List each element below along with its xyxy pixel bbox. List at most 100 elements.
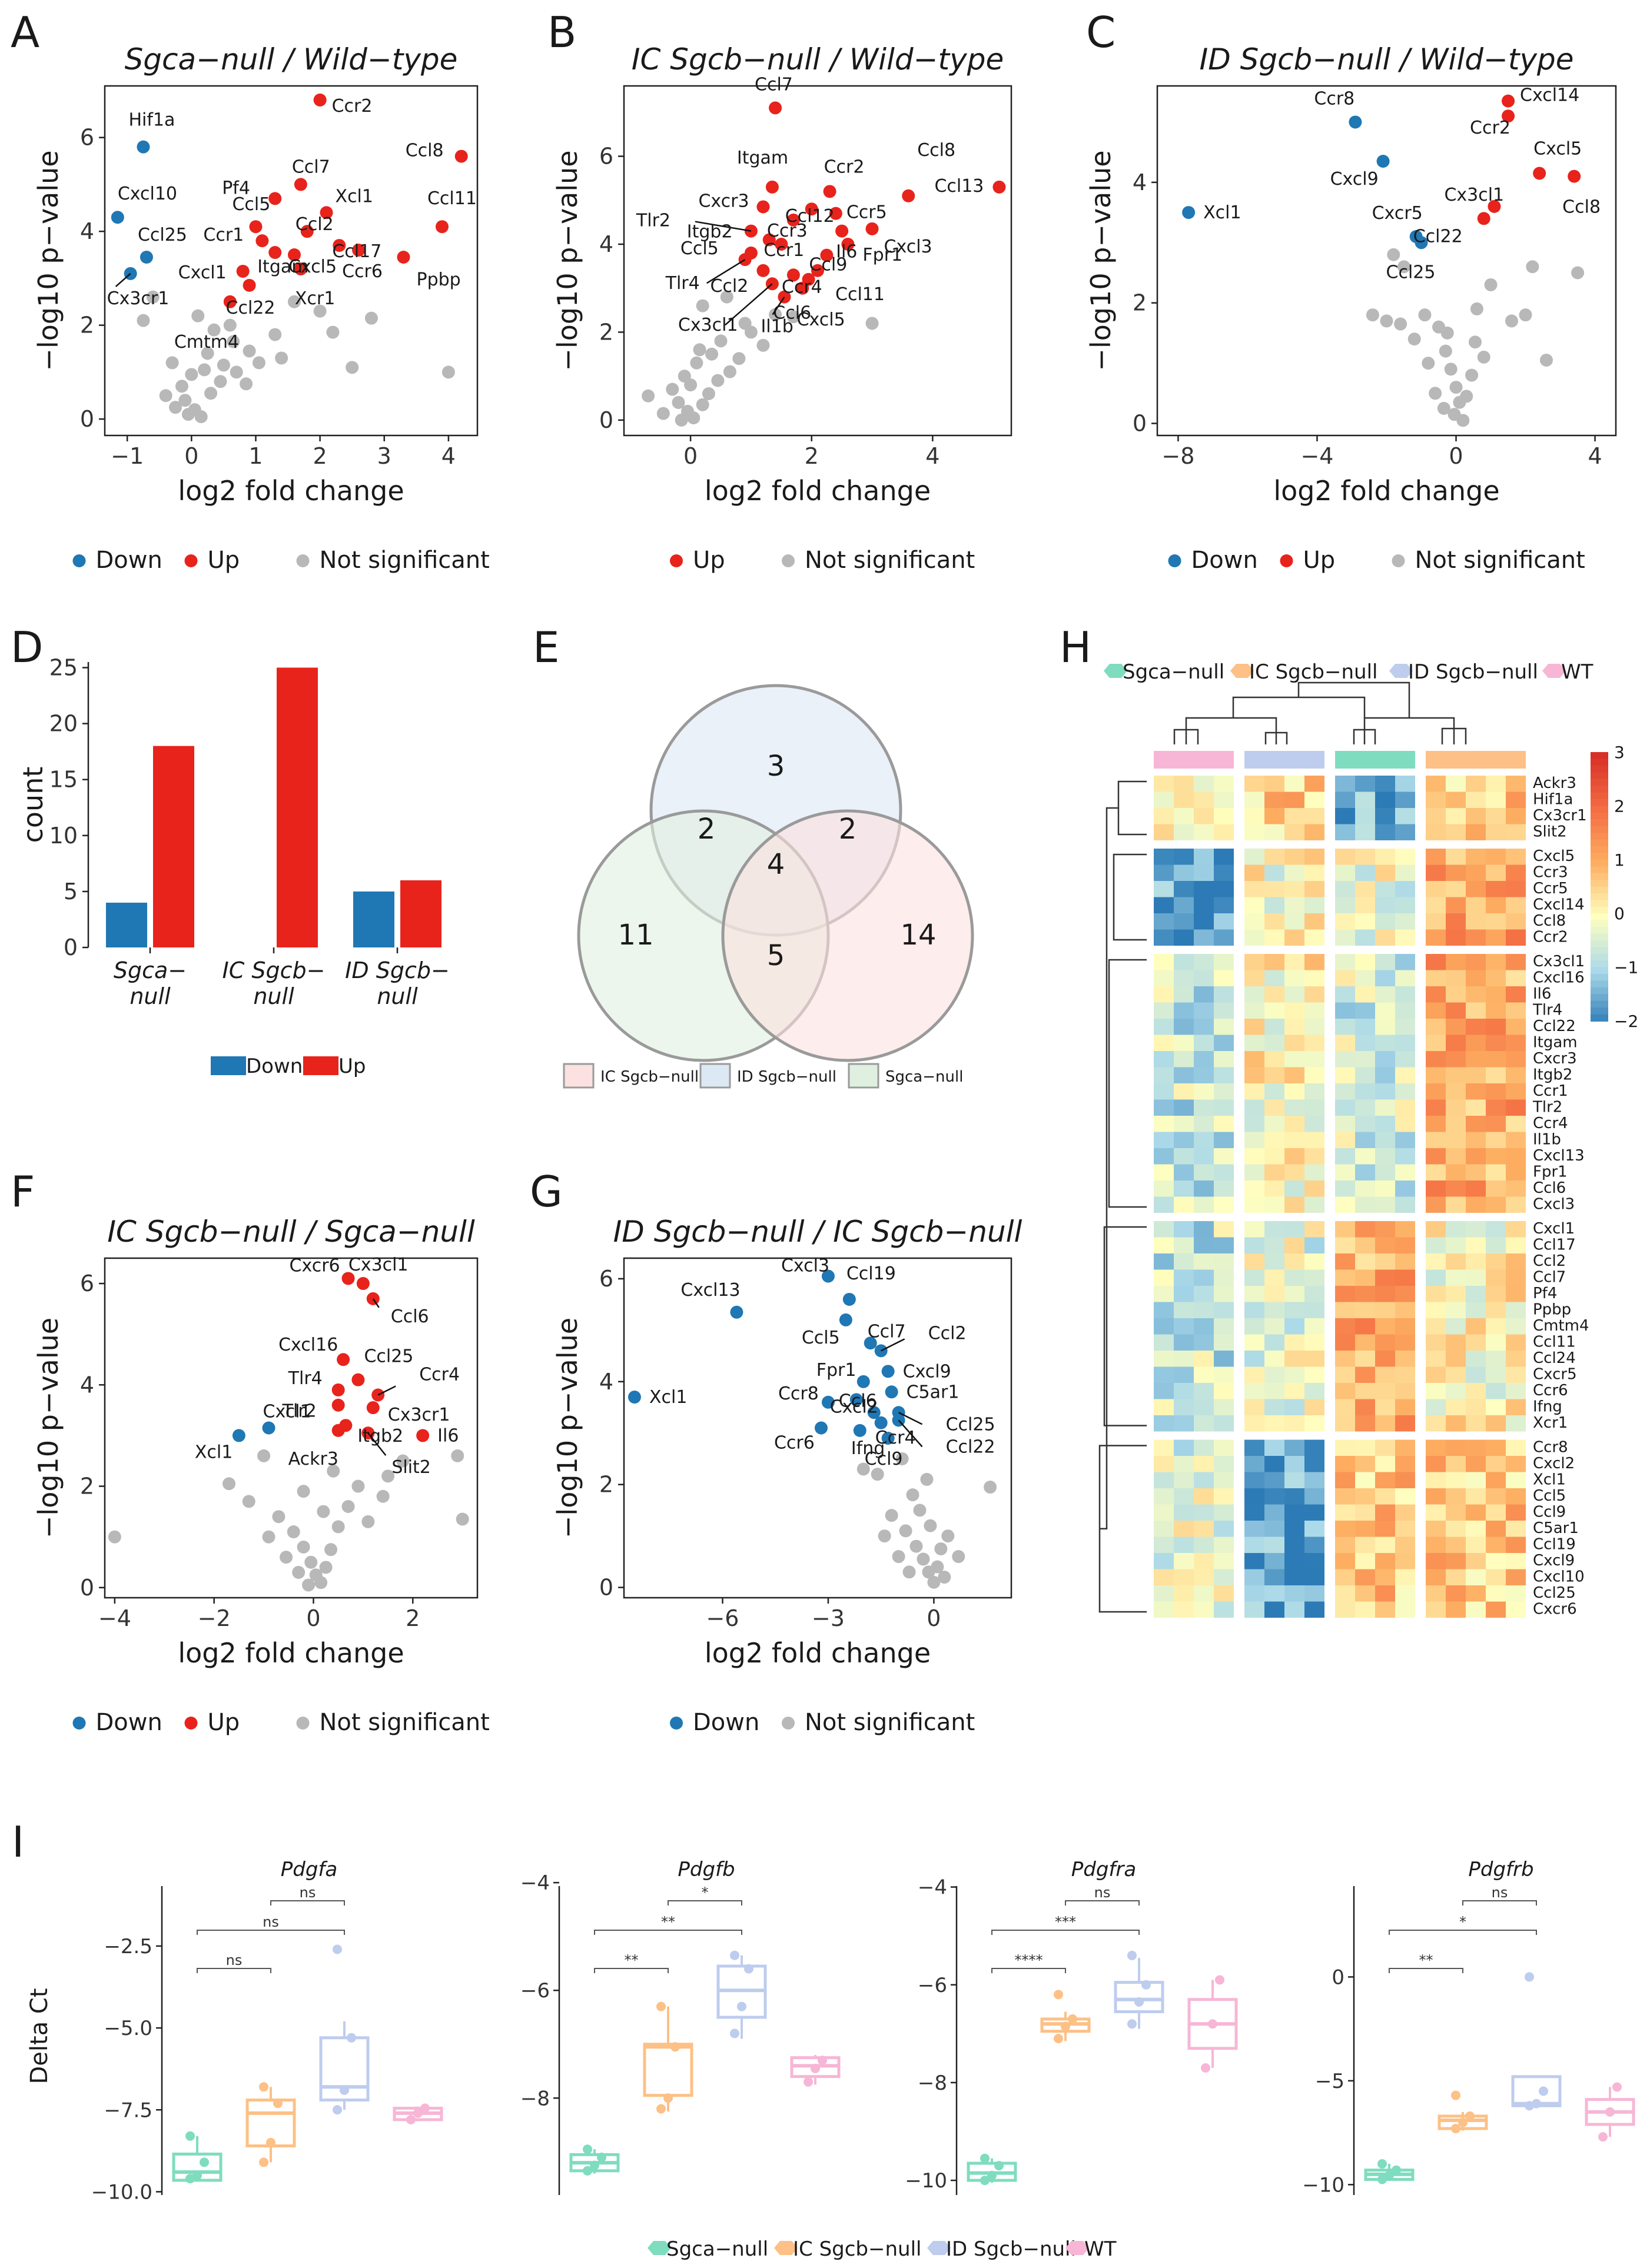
heatmap-cell <box>1466 1553 1486 1569</box>
heatmap-cell <box>1426 1237 1446 1253</box>
heatmap-cell <box>1355 1269 1375 1286</box>
heatmap-cell <box>1426 1083 1446 1100</box>
point-ccl9 <box>881 1431 895 1445</box>
heatmap-cell <box>1486 1585 1506 1602</box>
heatmap-cell <box>1244 913 1264 930</box>
colorbar-step <box>1591 846 1608 854</box>
venn-circle-ic <box>721 809 974 1062</box>
x-tick-label: 0 <box>927 1605 941 1631</box>
heatmap-cell <box>1466 954 1486 970</box>
point-cxcl5 <box>1533 167 1546 180</box>
gene-label: Cxcl9 <box>903 1361 951 1382</box>
heatmap-cell <box>1194 1504 1214 1521</box>
heatmap-cell <box>1355 1035 1375 1051</box>
colorbar-step <box>1591 799 1608 807</box>
heatmap-cell <box>1174 1302 1194 1318</box>
heatmap-cell <box>1335 1351 1355 1367</box>
heatmap-cell <box>1426 1383 1446 1399</box>
legend-label-ns: Not significant <box>320 1709 490 1736</box>
heatmap-cell <box>1506 849 1526 865</box>
point-not-significant <box>262 1530 275 1544</box>
heatmap-cell <box>1335 1472 1355 1488</box>
point-itgam <box>765 180 779 194</box>
heatmap-cell <box>1486 897 1506 913</box>
heatmap-cell <box>1244 1269 1264 1286</box>
gene-label: Ccl5 <box>680 238 719 259</box>
heatmap-cell <box>1284 1132 1304 1148</box>
heatmap-cell <box>1174 1553 1194 1569</box>
heatmap-cell <box>1264 1569 1284 1585</box>
point-not-significant <box>675 413 688 427</box>
gene-label: Xcl1 <box>1203 202 1241 223</box>
data-point <box>200 2157 209 2167</box>
legend-dot-ns <box>782 1717 795 1730</box>
heatmap-cell <box>1335 1002 1355 1019</box>
significance-bracket <box>668 1900 742 1905</box>
heatmap-cell <box>1154 897 1174 913</box>
gene-label: Ccl19 <box>846 1263 896 1284</box>
group-legend-swatch <box>1389 664 1413 678</box>
heatmap-cell <box>1466 776 1486 792</box>
heatmap-cell <box>1214 1318 1234 1335</box>
gene-label: Xcl1 <box>649 1387 687 1408</box>
heatmap-cell <box>1154 1196 1174 1213</box>
heatmap-cell <box>1264 1286 1284 1302</box>
gene-label: Ccl6 <box>391 1306 429 1327</box>
heatmap-cell <box>1174 1366 1194 1383</box>
heatmap-cell <box>1466 1019 1486 1035</box>
gene-label: Ccl25 <box>946 1414 995 1435</box>
heatmap-cell <box>1264 1521 1284 1537</box>
heatmap-cell <box>1375 1383 1395 1399</box>
colorbar-tick-label: −1 <box>1614 958 1638 977</box>
plot-frame <box>104 85 479 437</box>
plot-frame <box>623 85 1012 437</box>
significance-bracket <box>1389 1968 1463 1973</box>
x-tick-label: −8 <box>1161 443 1194 469</box>
heatmap-cell <box>1174 1585 1194 1602</box>
y-tick-label: −6 <box>520 1979 550 2003</box>
heatmap-cell <box>1506 897 1526 913</box>
colorbar-step <box>1591 880 1608 887</box>
gene-label: Ccl25 <box>1386 262 1436 282</box>
colorbar-step <box>1591 792 1608 800</box>
heatmap-cell <box>1466 1196 1486 1213</box>
heatmap-cell <box>1174 849 1194 865</box>
heatmap-cell <box>1375 1351 1395 1367</box>
y-tick-label: 0 <box>1332 1966 1344 1989</box>
heatmap-cell <box>1154 1286 1174 1302</box>
y-tick-label: 25 <box>49 655 78 681</box>
heatmap-cell <box>1304 1601 1324 1618</box>
box <box>1114 1981 1164 2013</box>
heatmap-cell <box>1335 1569 1355 1585</box>
heatmap-cell <box>1214 1253 1234 1270</box>
heatmap-cell <box>1335 1488 1355 1505</box>
heatmap-cell <box>1154 792 1174 808</box>
heatmap-cell <box>1284 1351 1304 1367</box>
row-label-ccl5: Ccl5 <box>1533 1487 1566 1505</box>
point-not-significant <box>1539 353 1553 367</box>
heatmap-cell <box>1214 1132 1234 1148</box>
group-legend-label: IC Sgcb−null <box>793 2237 922 2261</box>
gene-label: Ccl7 <box>292 157 330 177</box>
x-axis-label: log2 fold change <box>178 475 404 507</box>
heatmap-cell <box>1194 897 1214 913</box>
heatmap-cell <box>1395 970 1415 986</box>
x-tick-label: −1 <box>111 443 144 469</box>
data-point <box>980 2176 990 2186</box>
point-not-significant <box>909 1539 923 1553</box>
heatmap-cell <box>1174 1439 1194 1456</box>
heatmap-cell <box>1375 1456 1395 1472</box>
heatmap-cell <box>1426 1286 1446 1302</box>
heatmap-cell <box>1486 1302 1506 1318</box>
data-point <box>192 2170 202 2180</box>
heatmap-cell <box>1335 1035 1355 1051</box>
gene-label: Ccr8 <box>778 1384 819 1404</box>
colorbar-step <box>1591 826 1608 834</box>
colorbar-step <box>1591 812 1608 820</box>
x-tick-label: 4 <box>441 443 456 469</box>
heatmap-cell <box>1395 1164 1415 1180</box>
point-not-significant <box>902 1565 916 1579</box>
heatmap-cell <box>1284 1537 1304 1553</box>
data-point <box>583 2144 592 2154</box>
